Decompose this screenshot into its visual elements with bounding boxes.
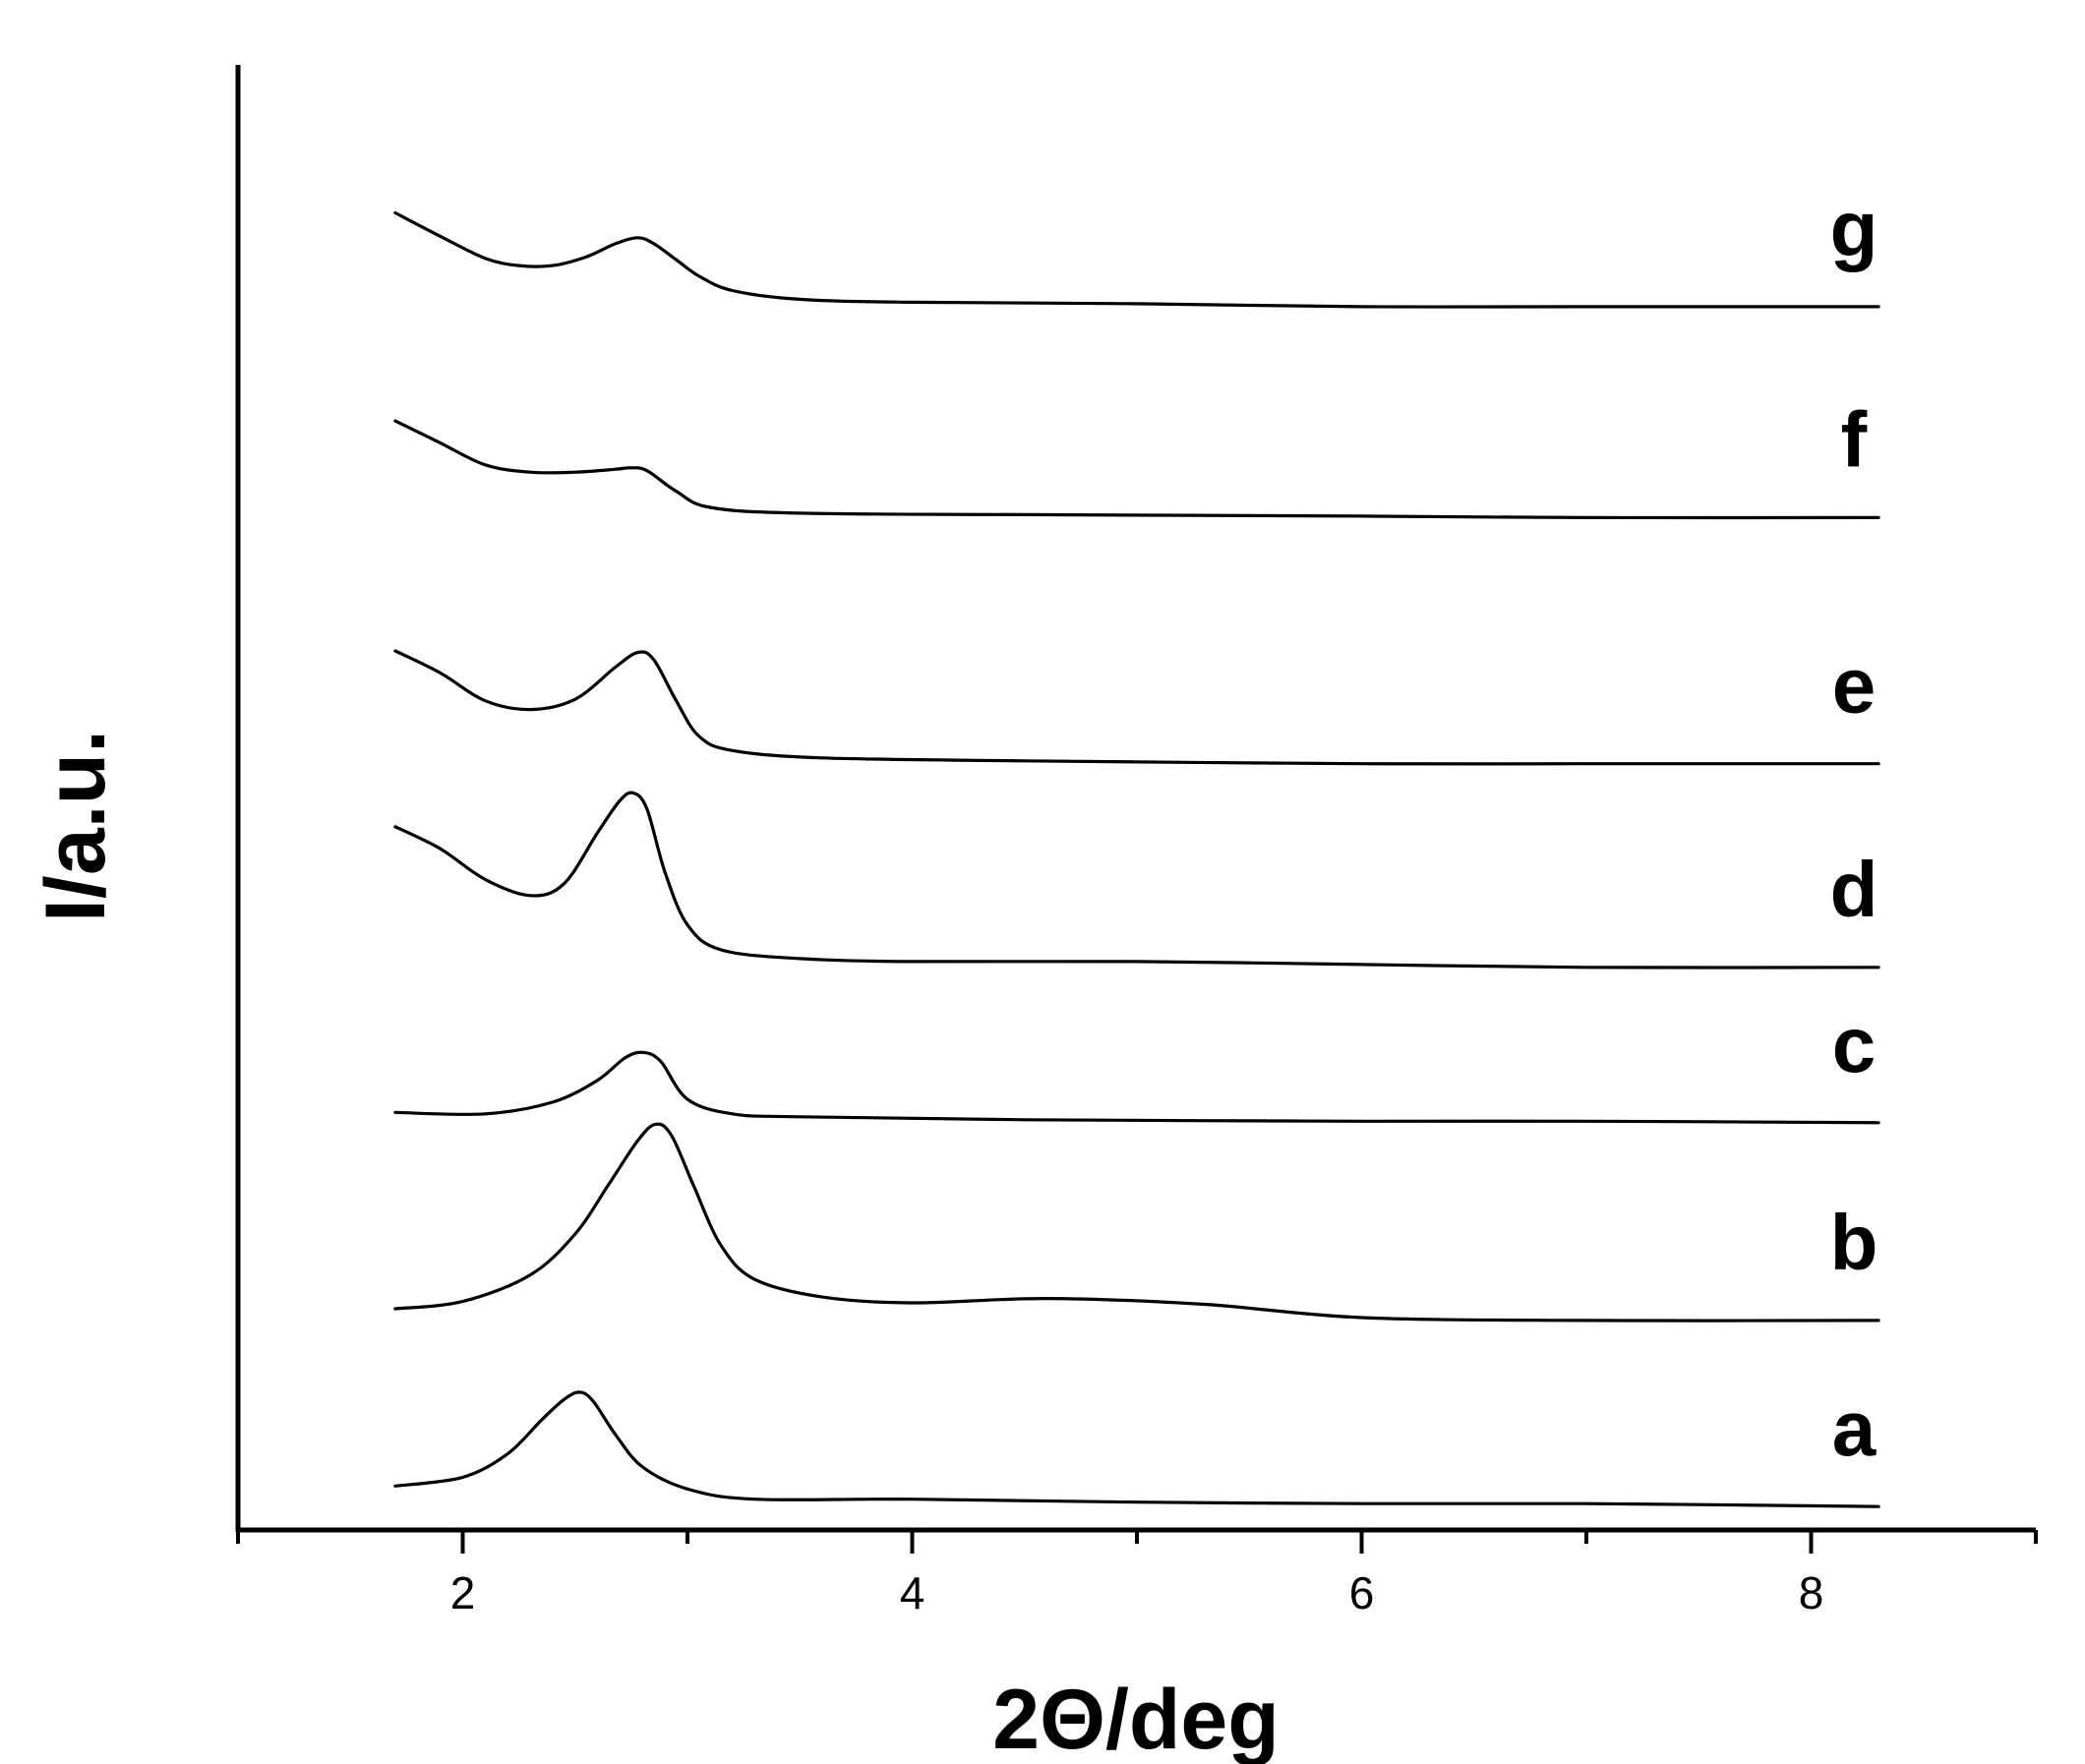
x-tick-label: 2 — [450, 1567, 476, 1618]
series-label-a: a — [1832, 1384, 1876, 1472]
y-axis-title: I/a.u. — [29, 730, 123, 922]
series-line-e — [393, 649, 1880, 766]
series-labels: a b cd e f g — [1830, 185, 1878, 1472]
x-tick-label: 8 — [1799, 1567, 1824, 1618]
series-label-e: e — [1832, 642, 1876, 730]
x-tick-label: 6 — [1349, 1567, 1375, 1618]
series-line-a — [393, 1390, 1880, 1508]
x-tick-label: 4 — [900, 1567, 925, 1618]
series-line-f — [393, 419, 1880, 520]
series-line-g — [393, 210, 1880, 309]
series-lines — [393, 210, 1880, 1508]
series-line-c — [393, 1050, 1880, 1125]
x-axis-ticks: 2 4 6 8 — [236, 1530, 2038, 1618]
series-label-b: b — [1830, 1199, 1878, 1286]
series-label-d: d — [1830, 846, 1878, 933]
x-axis-title: 2Θ/deg — [992, 1673, 1280, 1764]
series-label-f: f — [1841, 395, 1868, 483]
x-axis: 2 4 6 8 — [236, 1527, 2038, 1618]
series-line-d — [393, 791, 1880, 970]
series-line-b — [393, 1122, 1880, 1323]
series-label-g: g — [1830, 185, 1878, 272]
series-label-c: c — [1832, 1001, 1876, 1088]
